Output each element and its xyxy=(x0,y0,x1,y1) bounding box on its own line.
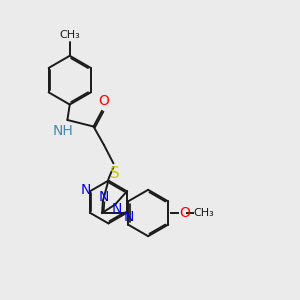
Text: N: N xyxy=(99,190,109,204)
Text: O: O xyxy=(179,206,190,220)
Text: CH₃: CH₃ xyxy=(59,30,80,40)
Text: N: N xyxy=(80,183,91,197)
Text: S: S xyxy=(110,166,119,181)
Text: O: O xyxy=(98,94,109,108)
Text: NH: NH xyxy=(53,124,74,138)
Text: N: N xyxy=(124,210,134,224)
Text: N: N xyxy=(111,202,122,216)
Text: CH₃: CH₃ xyxy=(194,208,214,218)
